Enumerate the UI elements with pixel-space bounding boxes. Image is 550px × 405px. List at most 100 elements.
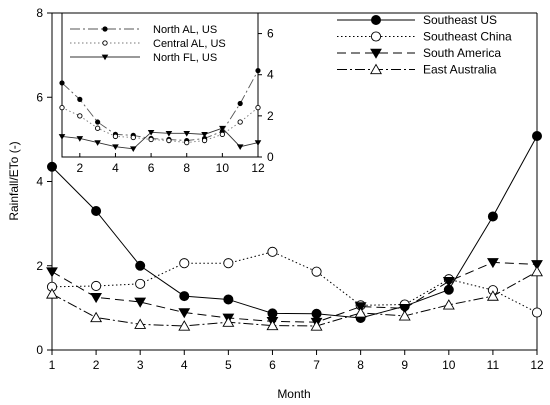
main-data-point (135, 260, 146, 271)
main-data-point (311, 308, 322, 319)
main-data-point (442, 277, 455, 288)
main-data-point (266, 319, 279, 331)
inset-data-point (219, 125, 226, 132)
inset-data-point (255, 104, 261, 111)
inset-data-point (255, 68, 261, 74)
inset-data-point (77, 96, 83, 103)
main-data-point (178, 320, 191, 331)
inset-y-tick-label: 4 (267, 68, 274, 82)
main-x-tick-label: 12 (530, 358, 544, 372)
main-x-tick-label: 4 (181, 358, 188, 372)
main-x-tick-label: 11 (487, 358, 500, 372)
inset-series (58, 68, 262, 153)
main-data-point (178, 308, 191, 319)
inset-data-point (77, 113, 83, 119)
main-series-line (51, 251, 538, 313)
inset-data-point (237, 100, 243, 107)
main-data-point (531, 265, 543, 277)
main-legend-marker (370, 63, 382, 75)
main-series-1 (46, 246, 543, 318)
inset-data-point (112, 133, 119, 140)
main-x-tick-label: 6 (269, 358, 276, 372)
main-legend: Southeast US Southeast China South America… (337, 13, 512, 77)
main-data-point (90, 311, 103, 323)
main-legend-label: East Australia (423, 63, 497, 77)
inset-data-point (59, 80, 65, 86)
inset-data-point (236, 144, 244, 150)
inset-data-point (130, 134, 136, 141)
inset-data-point (112, 144, 119, 150)
main-legend-label: Southeast US (423, 13, 497, 27)
inset-x-tick-label: 2 (76, 161, 83, 175)
inset-data-point (201, 137, 208, 144)
main-legend-entry: Southeast US (337, 13, 497, 27)
inset-legend: North AL, US Central AL, US North FL, US (70, 24, 226, 64)
inset-series-line (61, 70, 259, 141)
inset-series-2 (58, 125, 262, 153)
main-legend-marker (370, 14, 381, 25)
inset-y-tick-label: 6 (267, 27, 274, 41)
main-data-point (442, 299, 455, 310)
main-data-point (46, 288, 58, 299)
main-data-point (354, 307, 367, 318)
main-legend-entry: South America (337, 46, 501, 60)
main-data-point (267, 246, 278, 257)
main-data-point (398, 303, 411, 315)
inset-legend-marker (102, 40, 108, 46)
main-x-tick-label: 3 (137, 358, 144, 372)
main-legend-label: Southeast China (423, 30, 512, 44)
main-x-tick-label: 7 (313, 358, 320, 372)
inset-series-line (61, 127, 259, 150)
inset-y-tick-label: 0 (267, 150, 274, 164)
main-x-tick-label: 9 (401, 358, 408, 372)
inset-ticks: 2 4 6 8 10 120 2 4 6 (76, 27, 274, 175)
inset-x-tick-label: 12 (251, 161, 265, 175)
main-x-tick-label: 10 (442, 358, 456, 372)
main-data-point (532, 131, 543, 142)
main-x-tick-label: 1 (49, 358, 56, 372)
inset-data-point (147, 129, 155, 136)
inset-data-point (94, 140, 101, 146)
main-data-point (487, 211, 498, 222)
inset-data-point (58, 134, 66, 140)
inset-y-tick-label: 2 (267, 109, 274, 123)
inset-legend-entry: North FL, US (70, 52, 217, 64)
main-legend-marker (370, 48, 382, 59)
main-data-point (487, 258, 499, 269)
main-data-point (46, 267, 58, 278)
inset-data-point (183, 130, 191, 137)
main-data-point (135, 278, 146, 289)
main-x-axis-title: Month (277, 387, 310, 401)
inset-data-point (165, 130, 173, 137)
main-series (46, 131, 543, 331)
main-data-point (398, 310, 411, 321)
inset-x-tick-label: 4 (112, 161, 119, 175)
main-data-point (267, 308, 278, 319)
inset-data-point (219, 131, 226, 138)
main-data-point (179, 291, 190, 302)
main-data-point (47, 161, 58, 172)
main-series-3 (46, 265, 543, 331)
main-data-point (91, 280, 102, 292)
inset-legend-entry: North AL, US (70, 24, 217, 36)
inset-data-point (201, 132, 208, 138)
inset-data-point (166, 137, 172, 144)
inset-legend-marker (102, 26, 108, 32)
main-data-point (223, 258, 234, 269)
main-x-tick-label: 5 (225, 358, 232, 372)
main-data-point (310, 320, 323, 331)
main-data-point (90, 293, 102, 304)
main-y-tick-label: 6 (36, 90, 43, 104)
main-legend-entry: Southeast China (337, 30, 512, 44)
inset-data-point (59, 104, 65, 111)
main-data-point (179, 258, 190, 269)
inset-legend-label: North FL, US (153, 52, 217, 64)
main-x-tick-label: 2 (93, 358, 100, 372)
main-data-point (134, 318, 147, 329)
inset-data-point (129, 146, 137, 153)
main-data-point (486, 290, 499, 301)
main-data-point (531, 307, 543, 318)
main-data-point (223, 294, 234, 305)
